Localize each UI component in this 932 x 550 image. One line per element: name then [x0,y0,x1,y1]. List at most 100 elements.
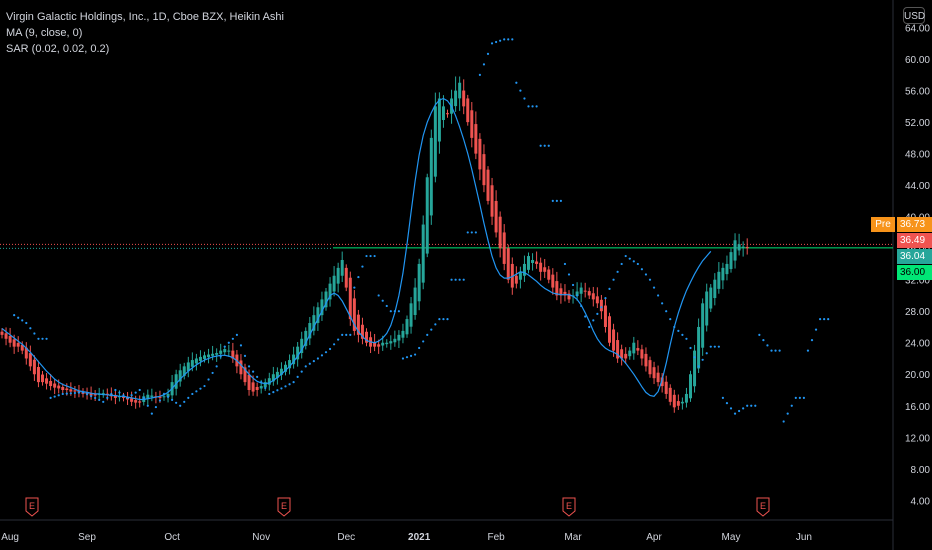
sar-dot [786,412,789,415]
candle-body [162,396,166,398]
sar-dot [389,310,392,313]
y-tick-label: 60.00 [905,55,930,66]
candle-body [8,336,12,343]
candle-body [624,353,628,359]
currency-button[interactable]: USD [903,7,925,24]
sar-dot [563,262,567,266]
candle-body [134,400,138,403]
sar-dot [426,333,429,336]
sar-dot [551,199,554,203]
candle-body [190,360,194,367]
y-tick-label: 64.00 [905,24,930,35]
candle-body [219,350,223,354]
sar-dot [677,329,680,333]
sar-dot [604,296,607,300]
earnings-marker[interactable]: E [756,497,770,517]
earnings-badge[interactable] [277,497,291,517]
candle-body [405,319,409,335]
candle-body [417,263,421,302]
sar-dot [106,396,109,399]
sar-dot [422,340,425,343]
candle-body [32,359,36,375]
sar-dot [490,42,494,45]
ma-indicator-label[interactable]: MA (9, close, 0) [6,27,83,39]
horizontal-line-price-label: 36.04 [897,249,932,264]
candle-body [324,291,328,308]
candle-body [583,290,587,292]
candle-body [288,360,292,369]
candle-body [409,303,413,327]
y-tick-label: 32.00 [905,276,930,287]
sar-dot [308,362,311,365]
sar-dot [397,310,400,313]
sar-dot [733,412,737,415]
candle-body [328,283,332,300]
y-tick-label: 20.00 [905,370,930,381]
sar-dot [45,337,48,340]
sar-dot [442,317,445,321]
sar-dot [122,394,125,397]
earnings-badge[interactable] [25,497,39,517]
sar-dot [349,333,352,336]
y-tick-label: 4.00 [911,496,931,507]
sar-dot [503,38,506,41]
sar-dot [276,389,279,392]
candle-body [527,256,530,270]
earnings-marker[interactable]: E [562,497,576,517]
candle-body [603,305,607,327]
candle-body [555,281,559,296]
candle-body [591,293,595,300]
sar-dot [600,306,603,309]
sar-dot [519,89,522,92]
x-tick-label: May [722,532,741,543]
candle-body [231,350,235,359]
sar-dot [126,396,129,399]
sar-dot [717,345,720,348]
candle-body [474,124,478,154]
sar-dot [393,310,396,313]
candle-body [713,279,717,299]
sar-indicator-label[interactable]: SAR (0.02, 0.02, 0.2) [6,43,110,55]
sar-dot [191,392,194,396]
sar-dot [462,278,465,281]
candle-body [93,394,97,396]
candle-body [709,287,713,309]
candle-body [599,299,603,312]
sar-dot [77,391,81,394]
sar-dot [49,396,52,399]
x-tick-label: Sep [78,532,96,543]
earnings-marker[interactable]: E [25,497,39,517]
sar-dot [146,404,149,407]
candle-body [312,315,316,331]
candle-body [697,326,701,369]
candle-body [632,342,636,354]
sar-dot [689,346,692,350]
earnings-badge[interactable] [562,497,576,517]
candle-body [559,288,563,296]
candle-body [652,367,656,379]
earnings-marker[interactable]: E [277,497,291,517]
y-tick-label: 16.00 [905,402,930,413]
candle-body [689,374,692,399]
candle-body [741,246,745,248]
candle-body [320,299,324,316]
candle-body [462,90,466,107]
sar-dot [584,315,587,318]
sar-dot [365,254,368,258]
candle-body [401,330,405,338]
sar-dot [823,317,826,321]
candle-body [308,323,312,339]
sar-dot [114,388,117,392]
candle-body [267,378,271,385]
sar-dot [685,337,688,340]
candle-body [563,291,567,296]
candle-body [587,291,591,296]
sar-dot [260,381,263,384]
candle-body [721,267,725,281]
candle-body [275,371,279,378]
earnings-letter: E [29,501,35,511]
earnings-badge[interactable] [756,497,770,517]
symbol-title[interactable]: Virgin Galactic Holdings, Inc., 1D, Cboe… [6,11,284,23]
